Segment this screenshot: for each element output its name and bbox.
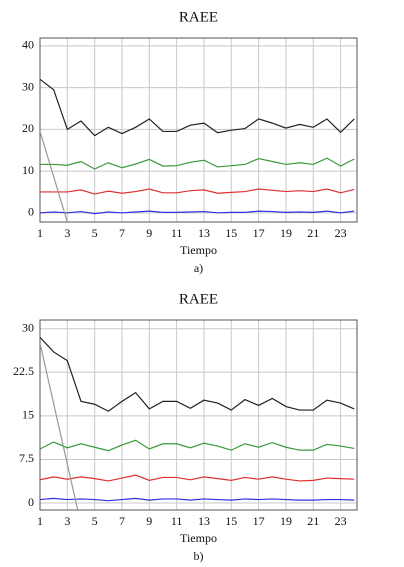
x-tick-label: 23 xyxy=(335,514,347,528)
x-tick-label: 3 xyxy=(64,226,70,240)
x-tick-label: 5 xyxy=(92,226,98,240)
caption: b) xyxy=(194,549,204,563)
x-tick-label: 9 xyxy=(146,226,152,240)
x-tick-label: 15 xyxy=(225,514,237,528)
x-tick-label: 13 xyxy=(198,226,210,240)
y-tick-label: 15 xyxy=(22,408,34,422)
plot-frame xyxy=(39,319,358,511)
y-tick-label: 10 xyxy=(22,163,34,177)
series-line xyxy=(40,131,68,222)
x-tick-label: 1 xyxy=(37,226,43,240)
series-line xyxy=(40,337,355,412)
y-tick-label: 22.5 xyxy=(13,364,34,378)
series-line xyxy=(40,210,355,215)
series-line xyxy=(40,343,79,510)
x-tick-label: 19 xyxy=(280,514,292,528)
y-tick-label: 40 xyxy=(22,38,34,52)
plot-lines xyxy=(40,78,355,222)
plot-lines xyxy=(40,337,355,510)
x-axis-label: Tiempo xyxy=(180,531,217,545)
x-tick-label: 11 xyxy=(171,226,183,240)
series-line xyxy=(40,439,355,452)
x-tick-label: 19 xyxy=(280,226,292,240)
y-tick-label: 20 xyxy=(22,121,34,135)
x-tick-label: 21 xyxy=(307,514,319,528)
x-tick-label: 9 xyxy=(146,514,152,528)
x-tick-label: 11 xyxy=(171,514,183,528)
y-tick-label: 0 xyxy=(28,495,34,509)
y-tick-label: 30 xyxy=(22,320,34,334)
x-axis-label: Tiempo xyxy=(180,243,217,257)
caption: a) xyxy=(194,261,203,275)
x-tick-label: 1 xyxy=(37,514,43,528)
series-line xyxy=(40,157,355,170)
x-tick-label: 17 xyxy=(253,226,265,240)
chart-title: RAEE xyxy=(179,291,218,307)
x-tick-label: 5 xyxy=(92,514,98,528)
x-tick-label: 3 xyxy=(64,514,70,528)
chart-title: RAEE xyxy=(179,9,218,25)
x-tick-label: 15 xyxy=(225,226,237,240)
y-tick-label: 30 xyxy=(22,79,34,93)
y-tick-label: 7.5 xyxy=(19,451,34,465)
series-line xyxy=(40,497,355,502)
x-tick-label: 13 xyxy=(198,514,210,528)
series-line xyxy=(40,78,355,137)
y-tick-label: 0 xyxy=(28,205,34,219)
plot-frame xyxy=(39,37,358,223)
x-tick-label: 21 xyxy=(307,226,319,240)
x-tick-label: 23 xyxy=(335,226,347,240)
x-tick-label: 7 xyxy=(119,226,125,240)
x-tick-label: 7 xyxy=(119,514,125,528)
series-line xyxy=(40,474,355,482)
x-tick-label: 17 xyxy=(253,514,265,528)
series-line xyxy=(40,188,355,195)
